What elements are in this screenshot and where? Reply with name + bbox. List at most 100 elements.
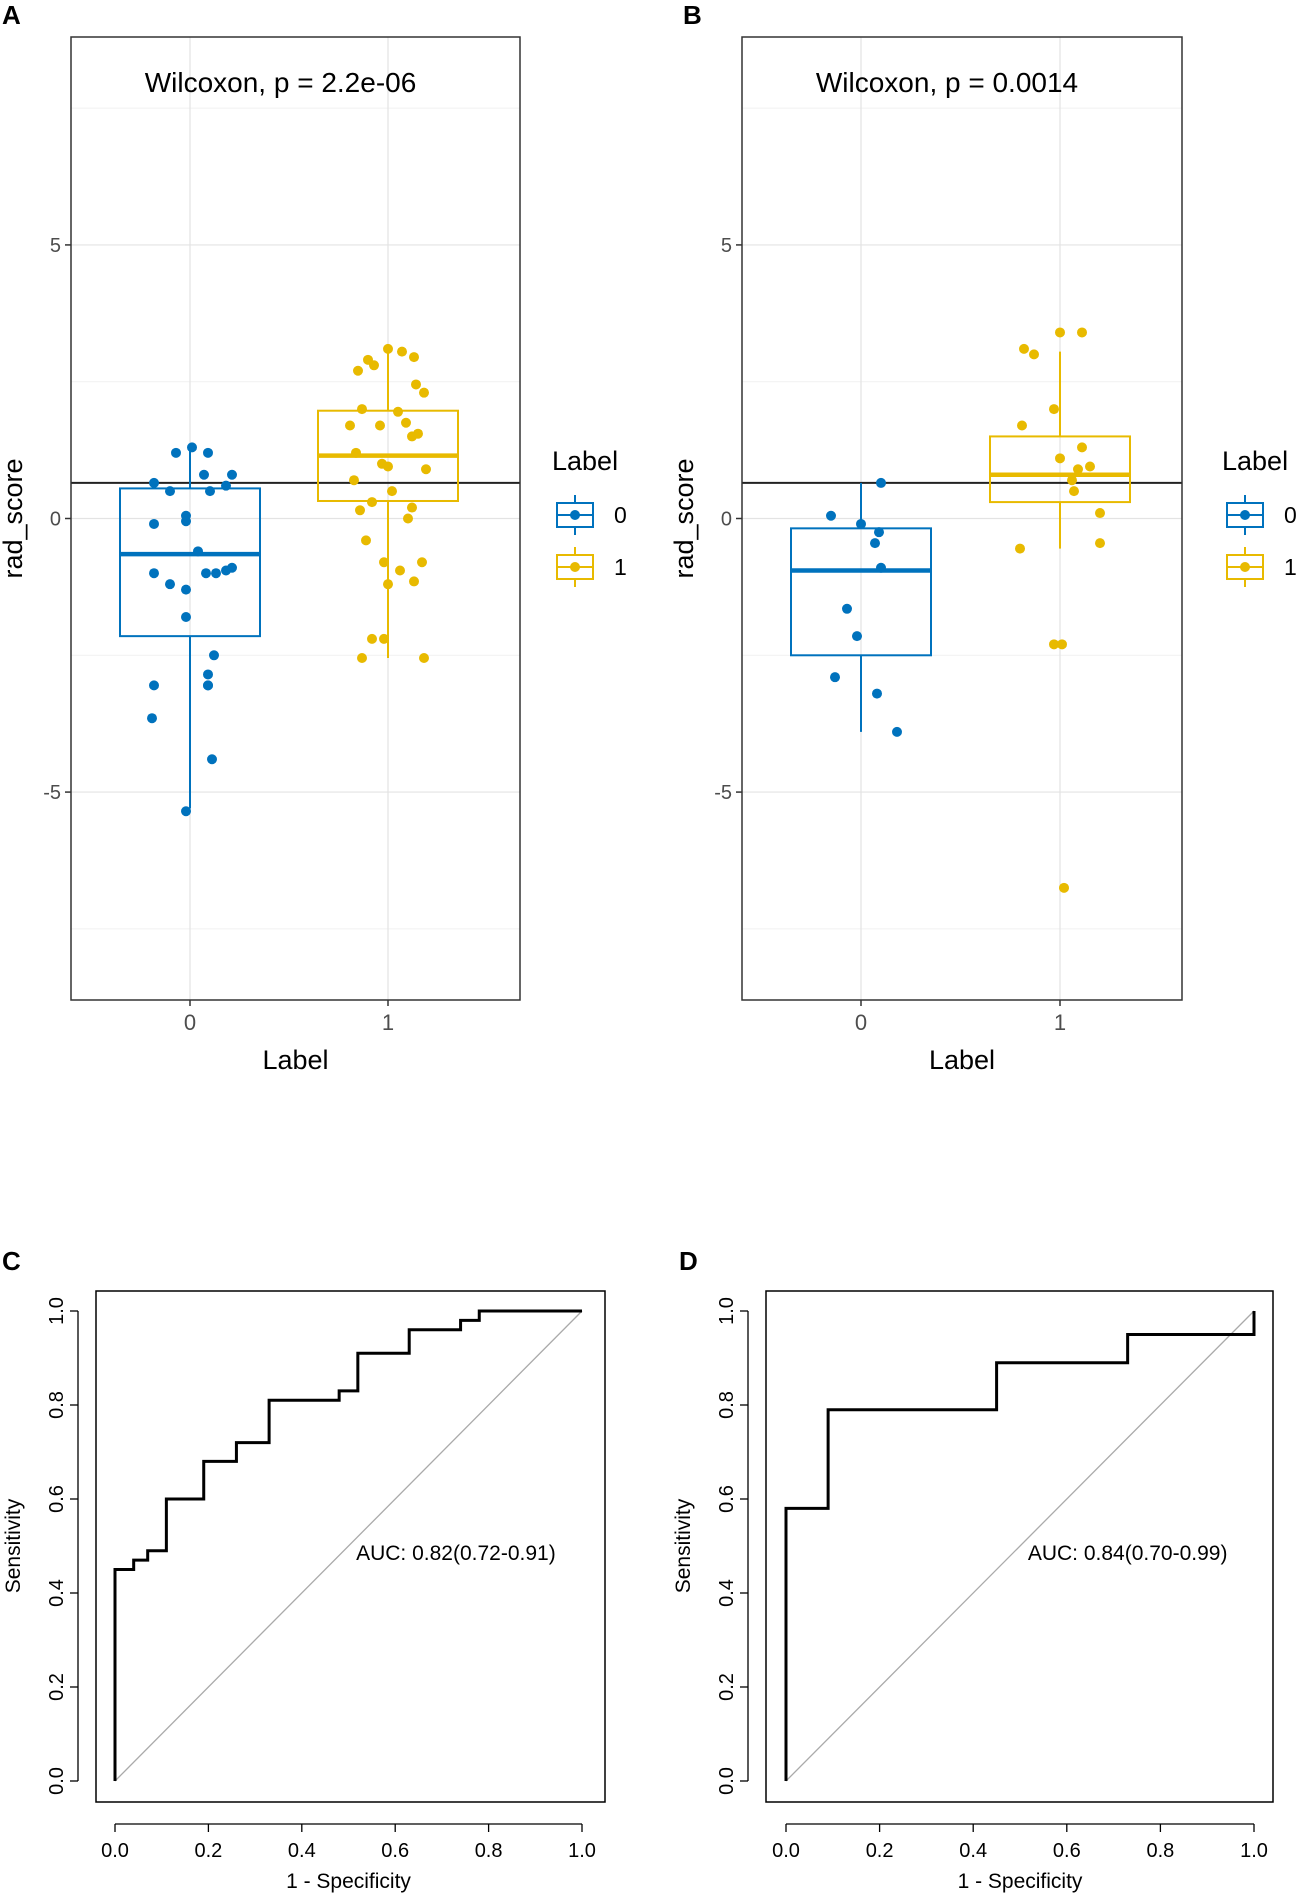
data-point-0 [856,518,866,529]
data-point-1 [351,447,361,458]
data-point-0 [181,584,191,595]
panel-c-plot-frame [95,1290,606,1803]
x-tick-label: 1 [1054,1010,1066,1035]
y-tick-label: 1.0 [716,1297,738,1325]
panel-d: D 0.0 0.2 0.4 0.6 0.8 1.0 0.0 0.2 0.4 0.6 0.8 1.0 A… [672,1246,1274,1893]
data-point-0 [209,650,219,661]
panel-b: B -5 0 5 0 1 Wilcoxon, p = 0.0014 Label rad_… [669,0,1297,1075]
data-point-0 [874,527,884,538]
panel-c: C 0.0 0.2 0.4 0.6 0.8 1.0 0.0 0.2 0.4 0.6 0.8 1.0 A… [2,1246,606,1893]
data-point-0 [852,631,862,642]
data-point-1 [393,406,403,417]
y-tick-label: 1.0 [46,1297,68,1325]
data-point-0 [193,546,203,557]
data-point-1 [409,352,419,363]
data-point-1 [367,497,377,508]
data-point-1 [1055,327,1065,338]
panel-b-letter: B [683,0,702,30]
x-tick-label: 0.2 [194,1840,222,1862]
panel-b-legend: Label 0 1 [1222,446,1297,587]
data-point-0 [199,469,209,480]
data-point-1 [419,653,429,664]
data-point-1 [353,365,363,376]
y-tick-label: 0 [721,509,732,531]
data-point-1 [1095,508,1105,519]
x-tick-label: 0.4 [959,1840,987,1862]
data-point-0 [149,568,159,579]
panel-a-title: Wilcoxon, p = 2.2e-06 [145,67,417,98]
panel-b-x-axis-label: Label [929,1045,995,1075]
data-point-0 [207,754,217,765]
panel-b-legend-label-1: 1 [1284,554,1297,580]
data-point-1 [407,502,417,513]
data-point-1 [395,565,405,576]
x-tick-label: 0 [184,1010,196,1035]
panel-c-reference-diagonal [114,1310,583,1782]
x-tick-label: 1.0 [568,1840,596,1862]
panel-c-x-axis-label: 1 - Specificity [286,1870,411,1893]
y-tick-label: 5 [721,235,732,257]
panel-a-legend-label-0: 0 [614,502,627,528]
data-point-1 [1029,349,1039,360]
data-point-0 [147,713,157,724]
y-tick-label: 0.4 [46,1579,68,1607]
data-point-0 [870,538,880,549]
data-point-0 [872,688,882,699]
data-point-1 [1067,475,1077,486]
data-point-1 [383,579,393,590]
y-tick-label: 0.8 [716,1391,738,1419]
data-point-0 [171,447,181,458]
panel-a-letter: A [2,0,21,30]
data-point-1 [349,475,359,486]
panel-a-y-axis-label: rad_score [0,458,28,578]
panel-a-legend-title: Label [552,446,618,476]
data-point-1 [357,404,367,415]
y-tick-label: 0.8 [46,1391,68,1419]
data-point-0 [826,510,836,521]
data-point-1 [1085,461,1095,472]
x-tick-label: 0.4 [288,1840,316,1862]
data-point-0 [842,603,852,614]
data-point-1 [409,576,419,587]
data-point-1 [1017,420,1027,431]
y-tick-label: -5 [43,782,61,804]
data-point-1 [379,633,389,644]
data-point-0 [203,669,213,680]
x-tick-label: 0.0 [772,1840,800,1862]
data-point-1 [407,431,417,442]
data-point-1 [1077,442,1087,453]
panel-a: A -5 0 5 0 1 Wilcoxon, p = 2.2e-06 Label rad… [0,0,627,1075]
x-tick-label: 0.2 [866,1840,894,1862]
y-tick-label: 0.0 [46,1767,68,1795]
data-point-0 [892,726,902,737]
panel-d-auc-annotation: AUC: 0.84(0.70-0.99) [1028,1542,1228,1565]
data-point-1 [357,653,367,664]
data-point-0 [876,477,886,488]
panel-d-y-axis-label: Sensitivity [672,1498,695,1593]
panel-c-auc-annotation: AUC: 0.82(0.72-0.91) [356,1542,556,1565]
panel-b-title: Wilcoxon, p = 0.0014 [816,67,1078,98]
data-point-0 [227,469,237,480]
data-point-1 [1069,486,1079,497]
data-point-1 [367,633,377,644]
data-point-0 [203,680,213,691]
panel-d-x-axis-label: 1 - Specificity [958,1870,1083,1893]
y-tick-label: 0.2 [716,1673,738,1701]
data-point-1 [1057,639,1067,650]
data-point-1 [383,343,393,354]
x-tick-label: 0.8 [1146,1840,1174,1862]
data-point-0 [165,579,175,590]
panel-a-legend: Label 0 1 [552,446,627,587]
panel-b-legend-title: Label [1222,446,1288,476]
data-point-1 [411,379,421,390]
data-point-1 [1049,404,1059,415]
data-point-1 [1015,543,1025,554]
x-tick-label: 1.0 [1240,1840,1268,1862]
x-tick-label: 0.6 [1053,1840,1081,1862]
data-point-1 [1055,453,1065,464]
y-tick-label: 0 [50,509,61,531]
data-point-1 [1095,538,1105,549]
data-point-0 [181,806,191,817]
y-tick-label: 0.6 [46,1485,68,1513]
